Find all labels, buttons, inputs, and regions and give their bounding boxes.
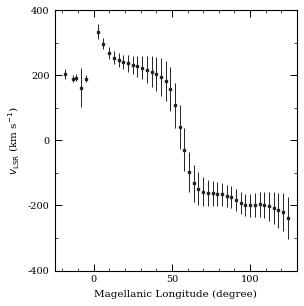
X-axis label: Magellanic Longitude (degree): Magellanic Longitude (degree) xyxy=(94,290,257,299)
Y-axis label: $v_{\rm LSR}$ (km s$^{-1}$): $v_{\rm LSR}$ (km s$^{-1}$) xyxy=(7,106,22,175)
